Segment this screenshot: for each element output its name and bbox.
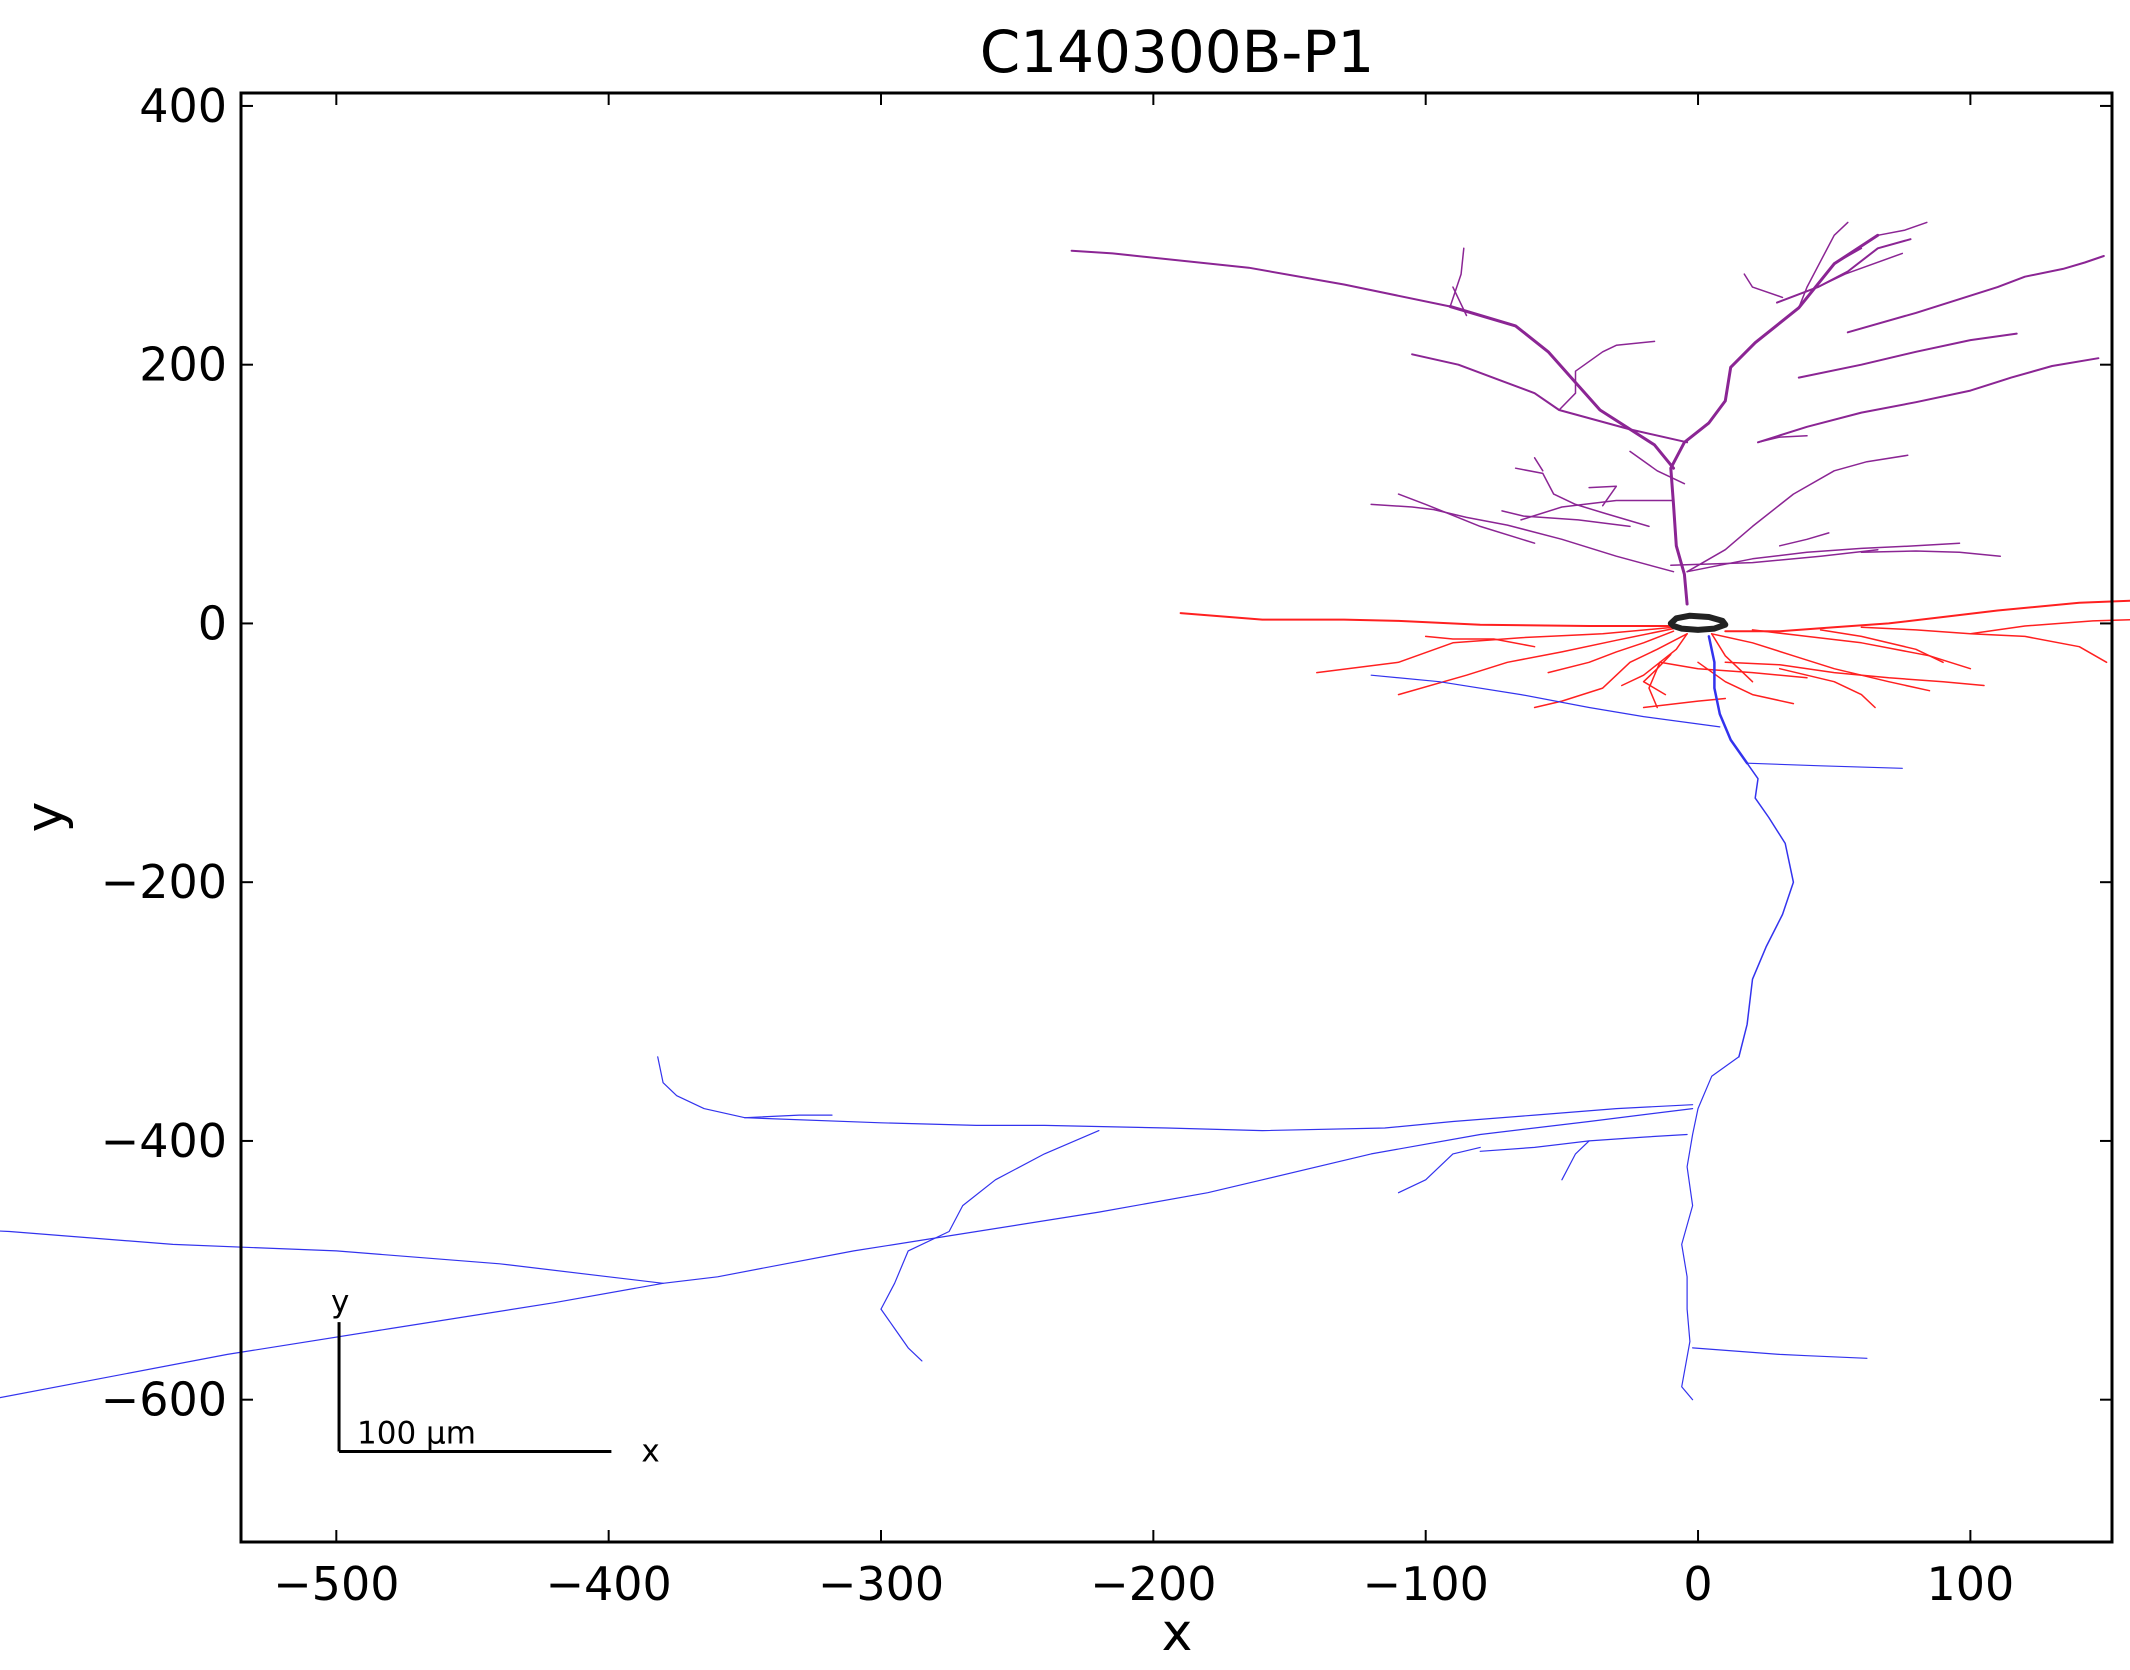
apical-segment-13 xyxy=(1533,457,1544,472)
scale-bar-label: 100 μm xyxy=(357,1415,476,1451)
axon-segment-9 xyxy=(657,1056,746,1119)
x-tick-label: −100 xyxy=(1363,1557,1489,1611)
series-soma xyxy=(1667,612,1729,633)
apical-segment-10 xyxy=(1520,499,1675,521)
axon-segment-15 xyxy=(880,1129,1100,1310)
y-tick-label: −400 xyxy=(101,1114,227,1168)
axon-segment-14 xyxy=(0,1230,664,1284)
x-axis-ticks: −500 −400 −300 −200 −100 0 100 xyxy=(273,93,2014,1611)
apical-segment-17 xyxy=(1686,542,1961,573)
apical-segment-15 xyxy=(1629,450,1686,485)
y-axis-ticks: −600 −400 −200 0 200 400 xyxy=(101,79,2112,1427)
apical-segment-14 xyxy=(1588,485,1618,507)
apical-segment-30 xyxy=(1797,332,2018,379)
apical-segment-4 xyxy=(1449,247,1465,308)
apical-segment-29 xyxy=(1846,255,2105,334)
apical-segment-8 xyxy=(1370,503,1675,573)
scale-bar-y-label: y xyxy=(331,1284,349,1320)
axon-segment-1 xyxy=(1707,635,1749,765)
y-tick-label: −600 xyxy=(101,1373,227,1427)
basal-segment-2 xyxy=(1316,626,1675,674)
apical-segment-26 xyxy=(1833,247,1863,265)
apical-segment-5 xyxy=(1452,286,1468,317)
apical-segment-3 xyxy=(1070,249,1452,308)
axon-segment-10 xyxy=(744,1114,833,1119)
x-tick-label: −200 xyxy=(1090,1557,1216,1611)
apical-segment-18 xyxy=(1860,550,2002,557)
series-basal xyxy=(1179,599,2130,709)
basal-segment-9 xyxy=(1648,661,1661,709)
axon-segment-3 xyxy=(1370,674,1721,728)
axon-segment-2 xyxy=(1746,762,1903,769)
soma-segment-1 xyxy=(1667,612,1729,633)
x-tick-label: 0 xyxy=(1683,1557,1712,1611)
y-tick-label: 400 xyxy=(139,79,227,133)
axon-segment-13 xyxy=(0,1107,1694,1399)
y-axis-title: y xyxy=(15,802,75,833)
x-tick-label: 100 xyxy=(1926,1557,2014,1611)
axon-segment-4 xyxy=(1738,762,1795,1058)
axon-segment-16 xyxy=(880,1308,923,1362)
basal-segment-21 xyxy=(1969,618,2130,635)
basal-segment-17 xyxy=(1724,599,2130,633)
basal-segment-18 xyxy=(1751,629,1972,670)
basal-segment-5 xyxy=(1547,630,1675,674)
x-tick-label: −400 xyxy=(545,1557,671,1611)
basal-segment-1 xyxy=(1179,612,1675,627)
basal-segment-13 xyxy=(1778,667,1876,709)
axon-segment-6 xyxy=(1691,1347,1868,1359)
basal-segment-20 xyxy=(1860,626,2108,664)
x-tick-label: −500 xyxy=(273,1557,399,1611)
x-tick-label: −300 xyxy=(818,1557,944,1611)
basal-segment-7 xyxy=(1621,633,1688,687)
series-apical xyxy=(1070,221,2105,606)
scale-bar: 100 μm x y xyxy=(331,1284,660,1469)
apical-segment-24 xyxy=(1817,252,1904,288)
apical-segment-1 xyxy=(1669,233,1880,606)
series-axon xyxy=(0,635,1903,1401)
chart-title: C140300B-P1 xyxy=(980,18,1375,86)
x-axis-title: x xyxy=(1162,1603,1193,1663)
apical-segment-6 xyxy=(1411,353,1689,444)
apical-segment-27 xyxy=(1877,221,1928,237)
scale-bar-x-label: x xyxy=(641,1433,659,1469)
apical-segment-23 xyxy=(1776,238,1912,304)
apical-segment-19 xyxy=(1670,548,1879,566)
basal-segment-3 xyxy=(1397,627,1675,696)
axon-segment-12 xyxy=(1561,1140,1590,1181)
axon-segment-7 xyxy=(1479,1133,1688,1152)
apical-segment-16 xyxy=(1686,454,1909,573)
apical-segment-25 xyxy=(1798,221,1849,309)
axon-segment-5 xyxy=(1681,1056,1740,1401)
basal-segment-6 xyxy=(1533,633,1688,709)
apical-segment-11 xyxy=(1501,510,1631,528)
apical-segment-22 xyxy=(1757,435,1808,444)
apical-segment-9 xyxy=(1397,493,1536,544)
basal-segment-4 xyxy=(1424,635,1536,648)
basal-segment-12 xyxy=(1724,661,1985,687)
apical-segment-20 xyxy=(1778,532,1830,547)
axon-segment-11 xyxy=(1397,1146,1481,1194)
plot-frame xyxy=(239,91,2114,1544)
neuron-traces xyxy=(0,221,2130,1401)
basal-segment-14 xyxy=(1659,661,1808,679)
basal-segment-19 xyxy=(1819,629,1944,664)
apical-segment-7 xyxy=(1558,340,1656,411)
apical-segment-2 xyxy=(1448,305,1675,470)
axon-segment-8 xyxy=(744,1104,1694,1132)
y-tick-label: 200 xyxy=(139,338,227,392)
basal-segment-11 xyxy=(1710,633,1931,692)
apical-segment-12 xyxy=(1514,467,1650,528)
y-tick-label: −200 xyxy=(101,855,227,909)
y-tick-label: 0 xyxy=(198,596,227,650)
apical-segment-21 xyxy=(1757,357,2100,444)
basal-segment-8 xyxy=(1642,653,1672,696)
basal-segment-15 xyxy=(1697,661,1795,705)
apical-segment-28 xyxy=(1743,273,1784,299)
